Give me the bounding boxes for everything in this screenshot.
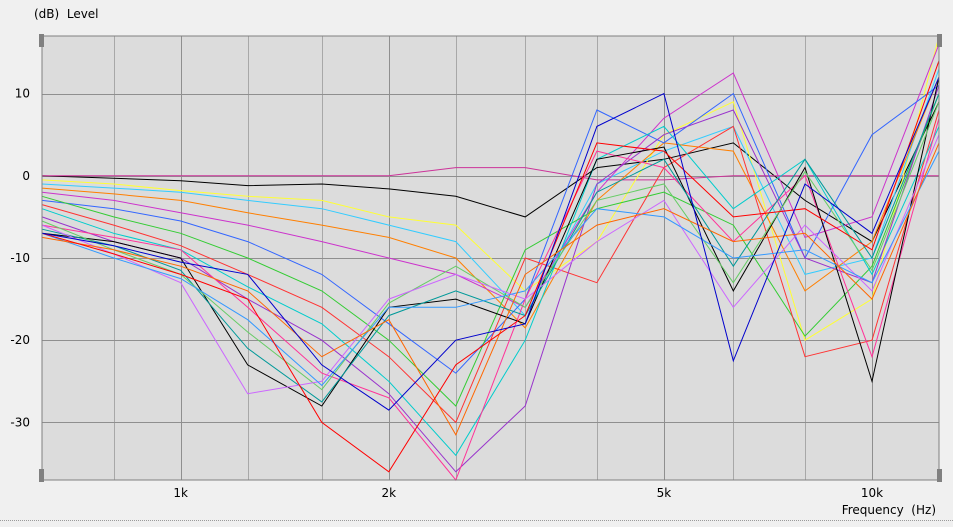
series-line-14 xyxy=(41,93,940,403)
bottom-separator xyxy=(0,520,953,521)
plot-frame xyxy=(41,35,940,481)
series-line-10 xyxy=(41,125,940,457)
series-line-20 xyxy=(41,76,940,411)
range-marker xyxy=(937,34,942,47)
series-line-4 xyxy=(41,68,940,317)
y-tick-label: -10 xyxy=(10,251,30,265)
y-tick-labels: 10 0 -10 -20 -30 xyxy=(10,87,30,430)
x-tick-label: 10k xyxy=(861,486,883,500)
y-tick-label: 0 xyxy=(22,169,30,183)
series-line-16 xyxy=(41,134,940,395)
series-line-13 xyxy=(41,76,940,407)
x-tick-labels: 1k 2k 5k 10k xyxy=(173,486,883,500)
y-tick-label: -30 xyxy=(10,415,30,429)
series-line-17 xyxy=(41,150,940,387)
series-line-19 xyxy=(41,60,940,473)
y-axis-label: (dB) Level xyxy=(34,7,99,21)
range-markers xyxy=(39,34,942,482)
series-line-3 xyxy=(41,35,940,341)
range-marker xyxy=(39,34,44,47)
x-axis-label: Frequency (Hz) xyxy=(842,503,936,517)
series-line-12 xyxy=(41,118,940,481)
series-line-11 xyxy=(41,85,940,473)
series-line-7 xyxy=(41,84,940,374)
series-line-18 xyxy=(41,142,940,436)
x-tick-label: 1k xyxy=(173,486,188,500)
x-tick-label: 2k xyxy=(382,486,397,500)
x-tick-label: 5k xyxy=(657,486,672,500)
range-marker xyxy=(937,469,942,482)
series-line-2 xyxy=(42,167,939,181)
range-marker xyxy=(39,469,44,482)
series-line-5 xyxy=(41,76,940,329)
y-tick-label: 10 xyxy=(15,87,30,101)
y-tick-label: -20 xyxy=(10,333,30,347)
series-lines xyxy=(41,35,940,481)
